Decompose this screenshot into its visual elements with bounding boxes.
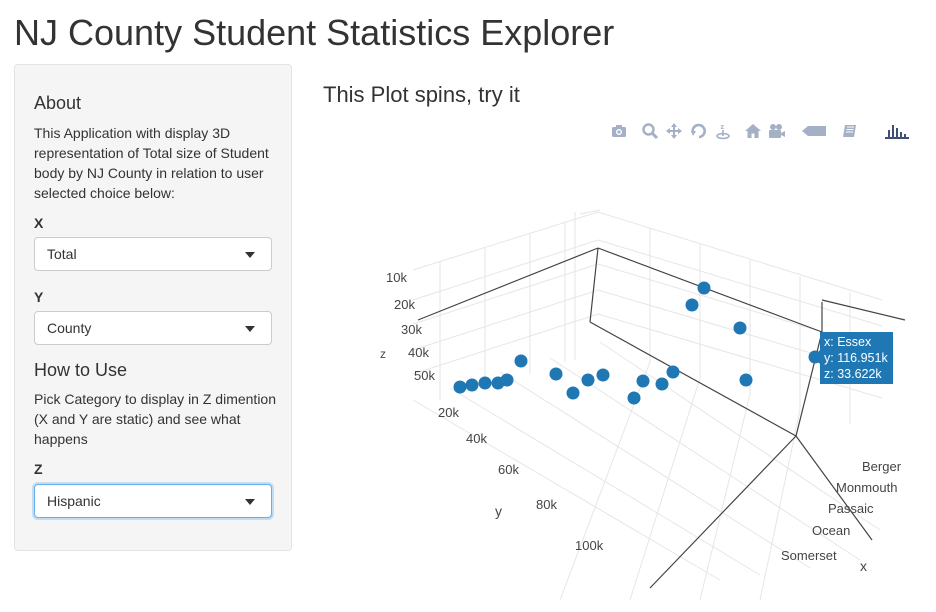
howto-heading: How to Use xyxy=(34,360,128,380)
y-axis-title: y xyxy=(495,503,502,519)
howto-text: Pick Category to display in Z dimention … xyxy=(34,391,276,447)
x-tick-label: Ocean xyxy=(812,523,850,538)
chevron-down-icon xyxy=(245,499,255,505)
about-heading: About xyxy=(34,93,82,113)
tooltip-z: z: 33.622k xyxy=(824,367,882,381)
data-point xyxy=(627,391,641,405)
page-title: NJ County Student Statistics Explorer xyxy=(14,12,615,53)
y-select-value: County xyxy=(47,320,92,336)
data-point xyxy=(514,354,528,368)
data-point xyxy=(581,373,595,387)
reset-camera-icon[interactable] xyxy=(744,122,762,140)
z-select-value: Hispanic xyxy=(47,493,101,509)
tooltip-y: y: 116.951k xyxy=(824,351,888,365)
chevron-down-icon xyxy=(245,326,255,332)
z-axis-ticks: 10k 20k 30k 40k 50k xyxy=(386,270,435,383)
y-tick-label: 60k xyxy=(498,462,519,477)
camera-icon[interactable] xyxy=(610,122,628,140)
camera-last-save-icon[interactable] xyxy=(768,122,786,140)
z-tick-label: 10k xyxy=(386,270,407,285)
hover-closest-icon[interactable] xyxy=(801,122,827,140)
plotly-logo-icon[interactable] xyxy=(885,122,909,140)
data-point xyxy=(697,281,711,295)
y-tick-label: 20k xyxy=(438,405,459,420)
z-select[interactable]: Hispanic xyxy=(34,484,272,518)
data-point xyxy=(739,373,753,387)
y-tick-label: 40k xyxy=(466,431,487,446)
data-point xyxy=(636,374,650,388)
y-tick-label: 80k xyxy=(536,497,557,512)
zoom-icon[interactable] xyxy=(641,122,659,140)
pan-icon[interactable] xyxy=(665,122,683,140)
axis-frame xyxy=(417,247,906,589)
data-point xyxy=(655,377,669,391)
chevron-down-icon xyxy=(245,252,255,258)
x-tick-label: Somerset xyxy=(781,548,837,563)
y-select[interactable]: County xyxy=(34,311,272,345)
data-point xyxy=(500,373,514,387)
x-axis-ticks: Berger Monmouth Passaic Ocean Somerset xyxy=(781,459,902,563)
about-text: This Application with display 3D represe… xyxy=(34,125,269,201)
y-axis-ticks: 20k 40k 60k 80k 100k xyxy=(438,405,604,553)
data-point xyxy=(685,298,699,312)
z-tick-label: 20k xyxy=(394,297,415,312)
x-select-value: Total xyxy=(47,246,77,262)
data-point xyxy=(549,367,563,381)
data-point xyxy=(465,378,479,392)
turntable-rotation-icon[interactable]: z xyxy=(714,122,732,140)
z-axis-title: z xyxy=(380,347,386,361)
svg-text:z: z xyxy=(721,124,725,131)
z-tick-label: 30k xyxy=(401,322,422,337)
toggle-spike-lines-icon[interactable] xyxy=(841,122,859,140)
tooltip-x: x: Essex xyxy=(824,335,872,349)
x-tick-label: Passaic xyxy=(828,501,874,516)
x-tick-label: Monmouth xyxy=(836,480,897,495)
plot-heading: This Plot spins, try it xyxy=(323,82,520,107)
data-point xyxy=(596,368,610,382)
orbit-rotation-icon[interactable] xyxy=(690,122,708,140)
y-tick-label: 100k xyxy=(575,538,604,553)
y-label: Y xyxy=(34,289,44,305)
data-point xyxy=(733,321,747,335)
x-select[interactable]: Total xyxy=(34,237,272,271)
x-tick-label: Berger xyxy=(862,459,902,474)
z-tick-label: 50k xyxy=(414,368,435,383)
x-label: X xyxy=(34,215,44,231)
z-label: Z xyxy=(34,461,43,477)
grid-lines xyxy=(412,209,883,601)
data-point xyxy=(453,380,467,394)
x-axis-title: x xyxy=(860,558,867,574)
plot-modebar: z xyxy=(0,122,936,142)
data-point xyxy=(566,386,580,400)
z-tick-label: 40k xyxy=(408,345,429,360)
data-point xyxy=(666,365,680,379)
data-point xyxy=(478,376,492,390)
sidebar-panel: About This Application with display 3D r… xyxy=(14,64,292,551)
hover-tooltip: x: Essex y: 116.951k z: 33.622k xyxy=(813,332,893,384)
